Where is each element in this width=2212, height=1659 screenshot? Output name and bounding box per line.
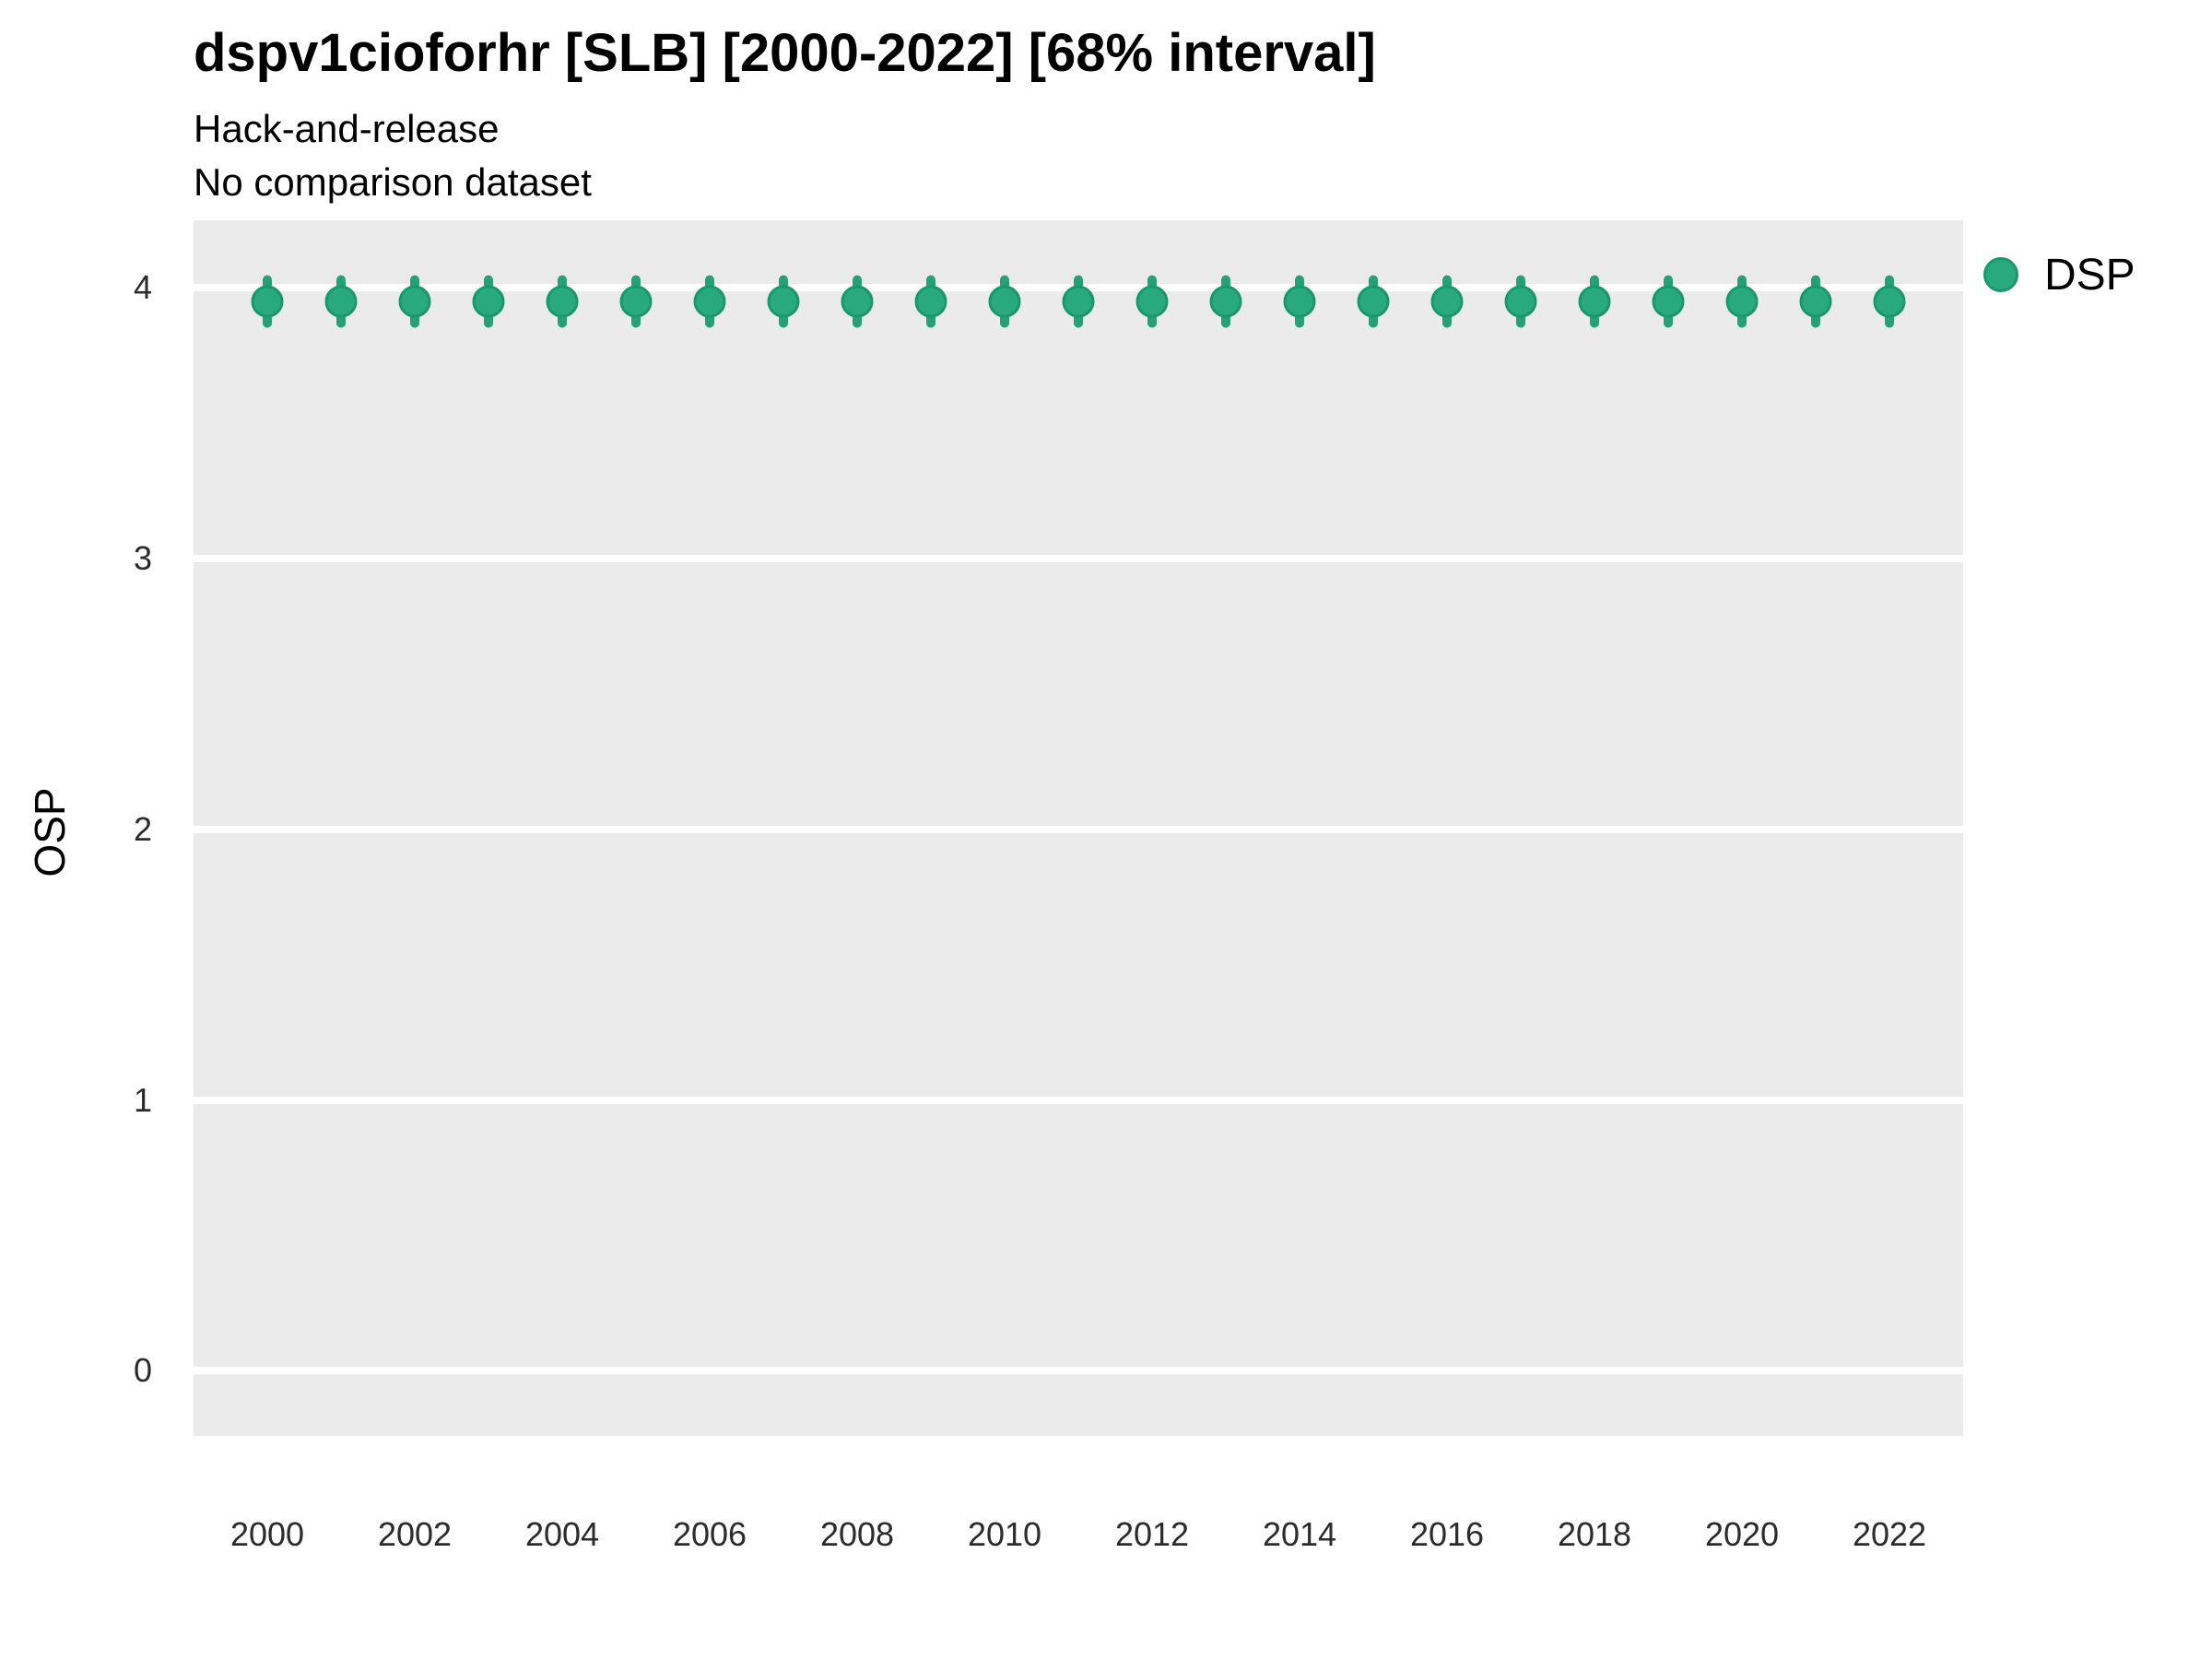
data-point-dsp-2001 (324, 285, 358, 318)
x-tick-label-2010: 2010 (967, 1515, 1042, 1553)
data-point-dsp-2014 (1283, 285, 1316, 318)
x-tick-label-2016: 2016 (1409, 1515, 1485, 1553)
data-point-dsp-2005 (619, 285, 653, 318)
x-tick-label-2004: 2004 (524, 1515, 600, 1553)
x-tick-label-2020: 2020 (1704, 1515, 1780, 1553)
data-point-dsp-2016 (1430, 285, 1464, 318)
data-point-dsp-2010 (988, 285, 1021, 318)
legend-label-dsp: DSP (2044, 250, 2136, 300)
data-point-dsp-2018 (1578, 285, 1611, 318)
y-tick-label-1: 1 (133, 1080, 152, 1119)
x-tick-label-2000: 2000 (229, 1515, 305, 1553)
data-point-dsp-2000 (251, 285, 284, 318)
x-tick-label-2014: 2014 (1262, 1515, 1337, 1553)
data-point-dsp-2012 (1135, 285, 1169, 318)
data-point-dsp-2013 (1209, 285, 1242, 318)
data-point-dsp-2015 (1357, 285, 1390, 318)
data-point-dsp-2019 (1652, 285, 1685, 318)
x-tick-label-2022: 2022 (1852, 1515, 1927, 1553)
y-tick-label-4: 4 (133, 268, 152, 307)
data-point-dsp-2022 (1873, 285, 1906, 318)
data-point-dsp-2011 (1062, 285, 1095, 318)
data-point-dsp-2007 (767, 285, 800, 318)
data-point-dsp-2017 (1504, 285, 1537, 318)
y-tick-label-2: 2 (133, 809, 152, 848)
y-tick-label-3: 3 (133, 539, 152, 578)
data-point-dsp-2008 (841, 285, 874, 318)
y-tick-label-0: 0 (133, 1351, 152, 1390)
gridline-y-0 (194, 1367, 1963, 1375)
chart-subtitle-line1: Hack-and-release (194, 107, 500, 150)
legend: DSP (1983, 245, 2136, 304)
plot-panel (194, 220, 1963, 1436)
data-point-dsp-2003 (472, 285, 505, 318)
data-points-layer (251, 275, 1906, 328)
x-tick-label-2002: 2002 (377, 1515, 453, 1553)
data-point-dsp-2021 (1799, 285, 1832, 318)
data-point-dsp-2004 (546, 285, 579, 318)
data-point-dsp-2009 (914, 285, 947, 318)
x-tick-label-2006: 2006 (672, 1515, 747, 1553)
x-tick-label-2008: 2008 (819, 1515, 895, 1553)
gridline-y-3 (194, 555, 1963, 563)
y-axis-label: OSP (26, 787, 74, 877)
data-point-dsp-2020 (1725, 285, 1759, 318)
x-tick-label-2018: 2018 (1557, 1515, 1632, 1553)
gridline-y-1 (194, 1096, 1963, 1104)
chart-subtitle-line2: No comparison dataset (194, 160, 592, 204)
legend-marker-dsp-icon (1983, 257, 2018, 292)
data-point-dsp-2006 (693, 285, 726, 318)
data-point-dsp-2002 (398, 285, 431, 318)
gridline-y-2 (194, 825, 1963, 833)
x-tick-label-2012: 2012 (1114, 1515, 1190, 1553)
chart-title: dspv1cioforhr [SLB] [2000-2022] [68% int… (194, 23, 1376, 83)
